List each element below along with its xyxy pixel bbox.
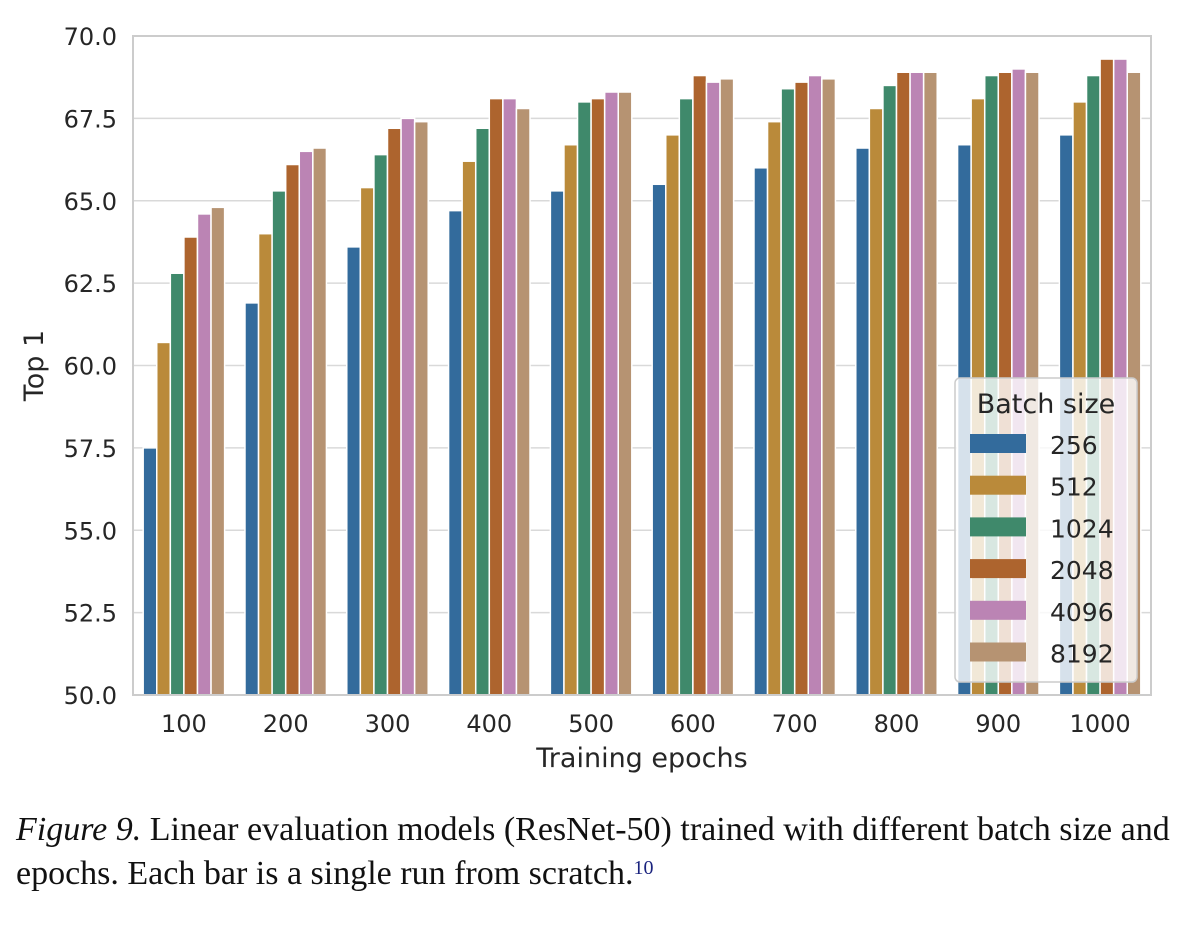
bar-500-8192 (617, 91, 633, 696)
x-tick-label: 400 (466, 710, 512, 738)
bar-400-2048 (488, 97, 504, 696)
y-tick-label: 62.5 (64, 270, 117, 298)
legend-swatch-1024 (970, 517, 1026, 537)
x-tick-label: 300 (365, 710, 411, 738)
bar-500-2048 (590, 97, 606, 696)
y-tick-label: 65.0 (64, 188, 117, 216)
y-tick-label: 50.0 (64, 682, 117, 710)
bar-200-1024 (271, 190, 287, 696)
bar-600-2048 (692, 74, 708, 696)
x-tick-labels: 100 200 300 400 500 600 700 800 900 1000 (161, 710, 1131, 738)
bar-600-512 (665, 134, 681, 696)
bar-400-8192 (515, 107, 531, 696)
bar-100-2048 (183, 236, 199, 696)
y-tick-label: 57.5 (64, 435, 117, 463)
bar-500-1024 (576, 101, 592, 696)
legend-label-8192: 8192 (1050, 640, 1114, 669)
bar-800-1024 (882, 84, 898, 696)
legend-items: 256 512 1024 2048 4096 8192 (970, 431, 1114, 669)
bar-800-2048 (895, 71, 911, 696)
bar-chart: 50.0 52.5 55.0 57.5 60.0 62.5 65.0 67.5 70.0 100… (19, 23, 1152, 774)
bar-400-512 (461, 160, 477, 696)
y-tick-label: 55.0 (64, 517, 117, 545)
legend-title: Batch size (977, 389, 1116, 420)
bar-800-4096 (909, 71, 925, 696)
bar-200-4096 (298, 150, 314, 696)
x-tick-label: 500 (568, 710, 614, 738)
legend-label-4096: 4096 (1050, 598, 1114, 627)
bar-100-256 (142, 447, 158, 696)
bar-500-4096 (603, 91, 619, 696)
bar-700-1024 (780, 87, 796, 696)
bar-300-1024 (373, 153, 389, 696)
x-tick-label: 900 (975, 710, 1021, 738)
caption-text: Linear evaluation models (ResNet-50) tra… (16, 811, 1170, 892)
legend-label-512: 512 (1050, 473, 1098, 502)
bar-700-512 (766, 120, 782, 696)
bar-400-256 (447, 209, 463, 696)
bar-100-4096 (196, 213, 212, 696)
bar-300-512 (359, 186, 375, 696)
x-tick-label: 800 (874, 710, 920, 738)
legend-swatch-8192 (970, 642, 1026, 662)
legend-swatch-2048 (970, 559, 1026, 579)
bar-400-1024 (474, 127, 491, 696)
bar-200-2048 (284, 163, 301, 696)
legend-swatch-256 (970, 434, 1026, 453)
bar-400-4096 (502, 97, 518, 696)
x-axis-label: Training epochs (535, 743, 747, 774)
x-tick-label: 200 (263, 710, 309, 738)
bar-200-512 (257, 232, 273, 696)
bar-500-256 (549, 190, 565, 696)
footnote-marker[interactable]: 10 (633, 857, 654, 879)
y-tick-label: 60.0 (64, 353, 117, 381)
bar-300-256 (346, 246, 362, 696)
bar-300-8192 (413, 120, 429, 696)
bar-500-512 (563, 143, 579, 696)
bar-700-8192 (821, 78, 837, 696)
y-tick-label: 67.5 (64, 105, 117, 133)
legend-swatch-4096 (970, 600, 1026, 620)
bar-600-1024 (678, 97, 694, 696)
bar-100-1024 (169, 272, 185, 696)
bar-600-256 (651, 183, 667, 696)
bar-200-8192 (312, 147, 328, 696)
bar-100-8192 (210, 206, 226, 696)
bar-600-8192 (719, 78, 735, 696)
y-tick-label: 70.0 (64, 23, 117, 51)
plot-frame (132, 35, 1152, 696)
bar-800-8192 (922, 71, 938, 696)
bar-700-2048 (793, 81, 810, 696)
figure-caption: Figure 9. Linear evaluation models (ResN… (16, 808, 1176, 896)
bar-800-256 (855, 147, 871, 696)
legend: Batch size 256 512 1024 2048 4096 8192 (954, 377, 1138, 683)
legend-label-256: 256 (1050, 431, 1098, 460)
y-tick-labels: 50.0 52.5 55.0 57.5 60.0 62.5 65.0 67.5 70.0 (64, 23, 117, 710)
y-tick-label: 52.5 (64, 600, 117, 628)
legend-swatch-512 (970, 475, 1026, 495)
figure-label: Figure 9. (16, 811, 142, 848)
bar-600-4096 (705, 81, 721, 696)
bar-200-256 (244, 302, 260, 696)
y-axis-label: Top 1 (19, 330, 50, 402)
x-tick-label: 600 (670, 710, 716, 738)
bar-700-4096 (807, 74, 823, 696)
x-tick-label: 1000 (1070, 710, 1131, 738)
bar-300-4096 (400, 117, 416, 696)
bar-800-512 (868, 107, 884, 696)
bar-100-512 (156, 341, 172, 696)
x-tick-label: 100 (161, 710, 207, 738)
bar-300-2048 (386, 127, 402, 696)
x-tick-label: 700 (772, 710, 818, 738)
legend-label-1024: 1024 (1050, 514, 1114, 543)
legend-label-2048: 2048 (1050, 556, 1114, 585)
bar-700-256 (753, 167, 769, 696)
